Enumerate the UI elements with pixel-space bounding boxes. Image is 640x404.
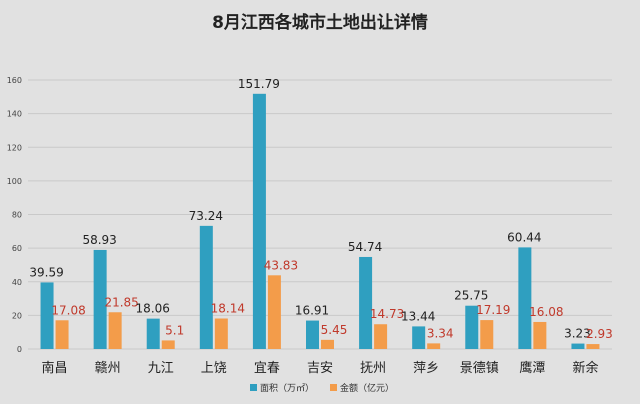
x-tick-label: 新余 [572, 360, 598, 376]
y-tick-label: 20 [12, 311, 22, 320]
bar-area [571, 343, 585, 349]
legend-swatch-amount [330, 384, 337, 391]
bar-amount [427, 343, 441, 349]
data-label-amount: 16.08 [529, 305, 563, 319]
data-label-amount: 17.19 [476, 303, 510, 317]
x-tick-label: 九江 [148, 361, 174, 376]
bar-area [93, 249, 107, 349]
data-label-area: 39.59 [29, 265, 63, 279]
legend-label-amount: 金额（亿元） [340, 382, 394, 394]
bar-area [40, 282, 54, 349]
data-label-amount: 2.93 [586, 327, 613, 341]
x-axis-ticks: 南昌 赣州 九江 上饶 宜春 吉安 抚州 萍乡 景德镇 鹰潭 新余 [42, 360, 599, 376]
data-label-amount: 18.14 [211, 302, 245, 316]
x-tick-label: 南昌 [42, 360, 68, 376]
data-label-area: 3.23 [564, 327, 591, 341]
data-label-area: 18.06 [136, 302, 170, 316]
y-tick-label: 160 [7, 76, 22, 85]
data-label-area: 16.91 [295, 304, 329, 318]
legend-swatch-area [250, 384, 257, 391]
bar-area [199, 225, 213, 349]
data-label-area: 25.75 [454, 289, 488, 303]
y-tick-label: 0 [17, 345, 22, 354]
legend: 面积（万㎡） 金额（亿元） [250, 382, 394, 394]
y-tick-label: 100 [7, 177, 22, 186]
bar-amount [267, 275, 281, 349]
legend-label-area: 面积（万㎡） [260, 382, 314, 394]
bar-area [359, 256, 373, 349]
data-label-area: 60.44 [507, 230, 541, 244]
bar-amount [374, 324, 388, 349]
bar-amount [214, 318, 228, 349]
bar-area [252, 93, 266, 349]
bar-area [306, 320, 319, 349]
x-tick-label: 赣州 [95, 361, 121, 376]
y-tick-label: 80 [12, 211, 22, 220]
bar-area [146, 318, 160, 349]
data-label-amount: 21.85 [104, 295, 138, 309]
bar-area [412, 326, 426, 349]
bar-amount [586, 344, 600, 349]
x-tick-label: 上饶 [201, 361, 227, 376]
y-tick-label: 140 [7, 110, 22, 119]
y-axis-ticks: 0 20 40 60 80 100 120 140 160 [7, 76, 22, 354]
data-label-amount: 3.34 [427, 326, 454, 340]
x-tick-label: 抚州 [360, 361, 386, 376]
data-label-amount: 43.83 [264, 258, 298, 272]
chart-title: 8月江西各城市土地出让详情 [212, 12, 428, 33]
data-label-area: 58.93 [82, 233, 116, 247]
bar-area [465, 305, 479, 349]
bars [40, 93, 600, 349]
bar-area [518, 247, 532, 349]
bar-amount [55, 320, 69, 349]
data-label-area: 54.74 [348, 240, 382, 254]
y-tick-label: 60 [12, 244, 22, 253]
data-label-area: 73.24 [189, 209, 223, 223]
x-tick-label: 鹰潭 [519, 360, 545, 376]
data-label-area: 13.44 [401, 309, 435, 323]
gridlines [28, 79, 612, 350]
y-tick-label: 40 [12, 278, 22, 287]
bar-amount [533, 321, 547, 349]
bar-amount [480, 320, 494, 349]
bar-amount [108, 312, 122, 349]
data-label-amount: 14.73 [370, 307, 404, 321]
x-tick-label: 吉安 [307, 361, 333, 376]
data-label-amount: 5.45 [321, 323, 348, 337]
x-tick-label: 萍乡 [413, 361, 439, 376]
bar-amount [321, 339, 334, 349]
x-tick-label: 景德镇 [460, 361, 499, 376]
bar-amount [161, 340, 175, 349]
y-tick-label: 120 [7, 143, 22, 152]
data-label-amount: 17.08 [51, 303, 85, 317]
data-label-amount: 5.1 [165, 323, 184, 337]
data-label-area: 151.79 [238, 77, 280, 91]
x-tick-label: 宜春 [254, 361, 280, 376]
